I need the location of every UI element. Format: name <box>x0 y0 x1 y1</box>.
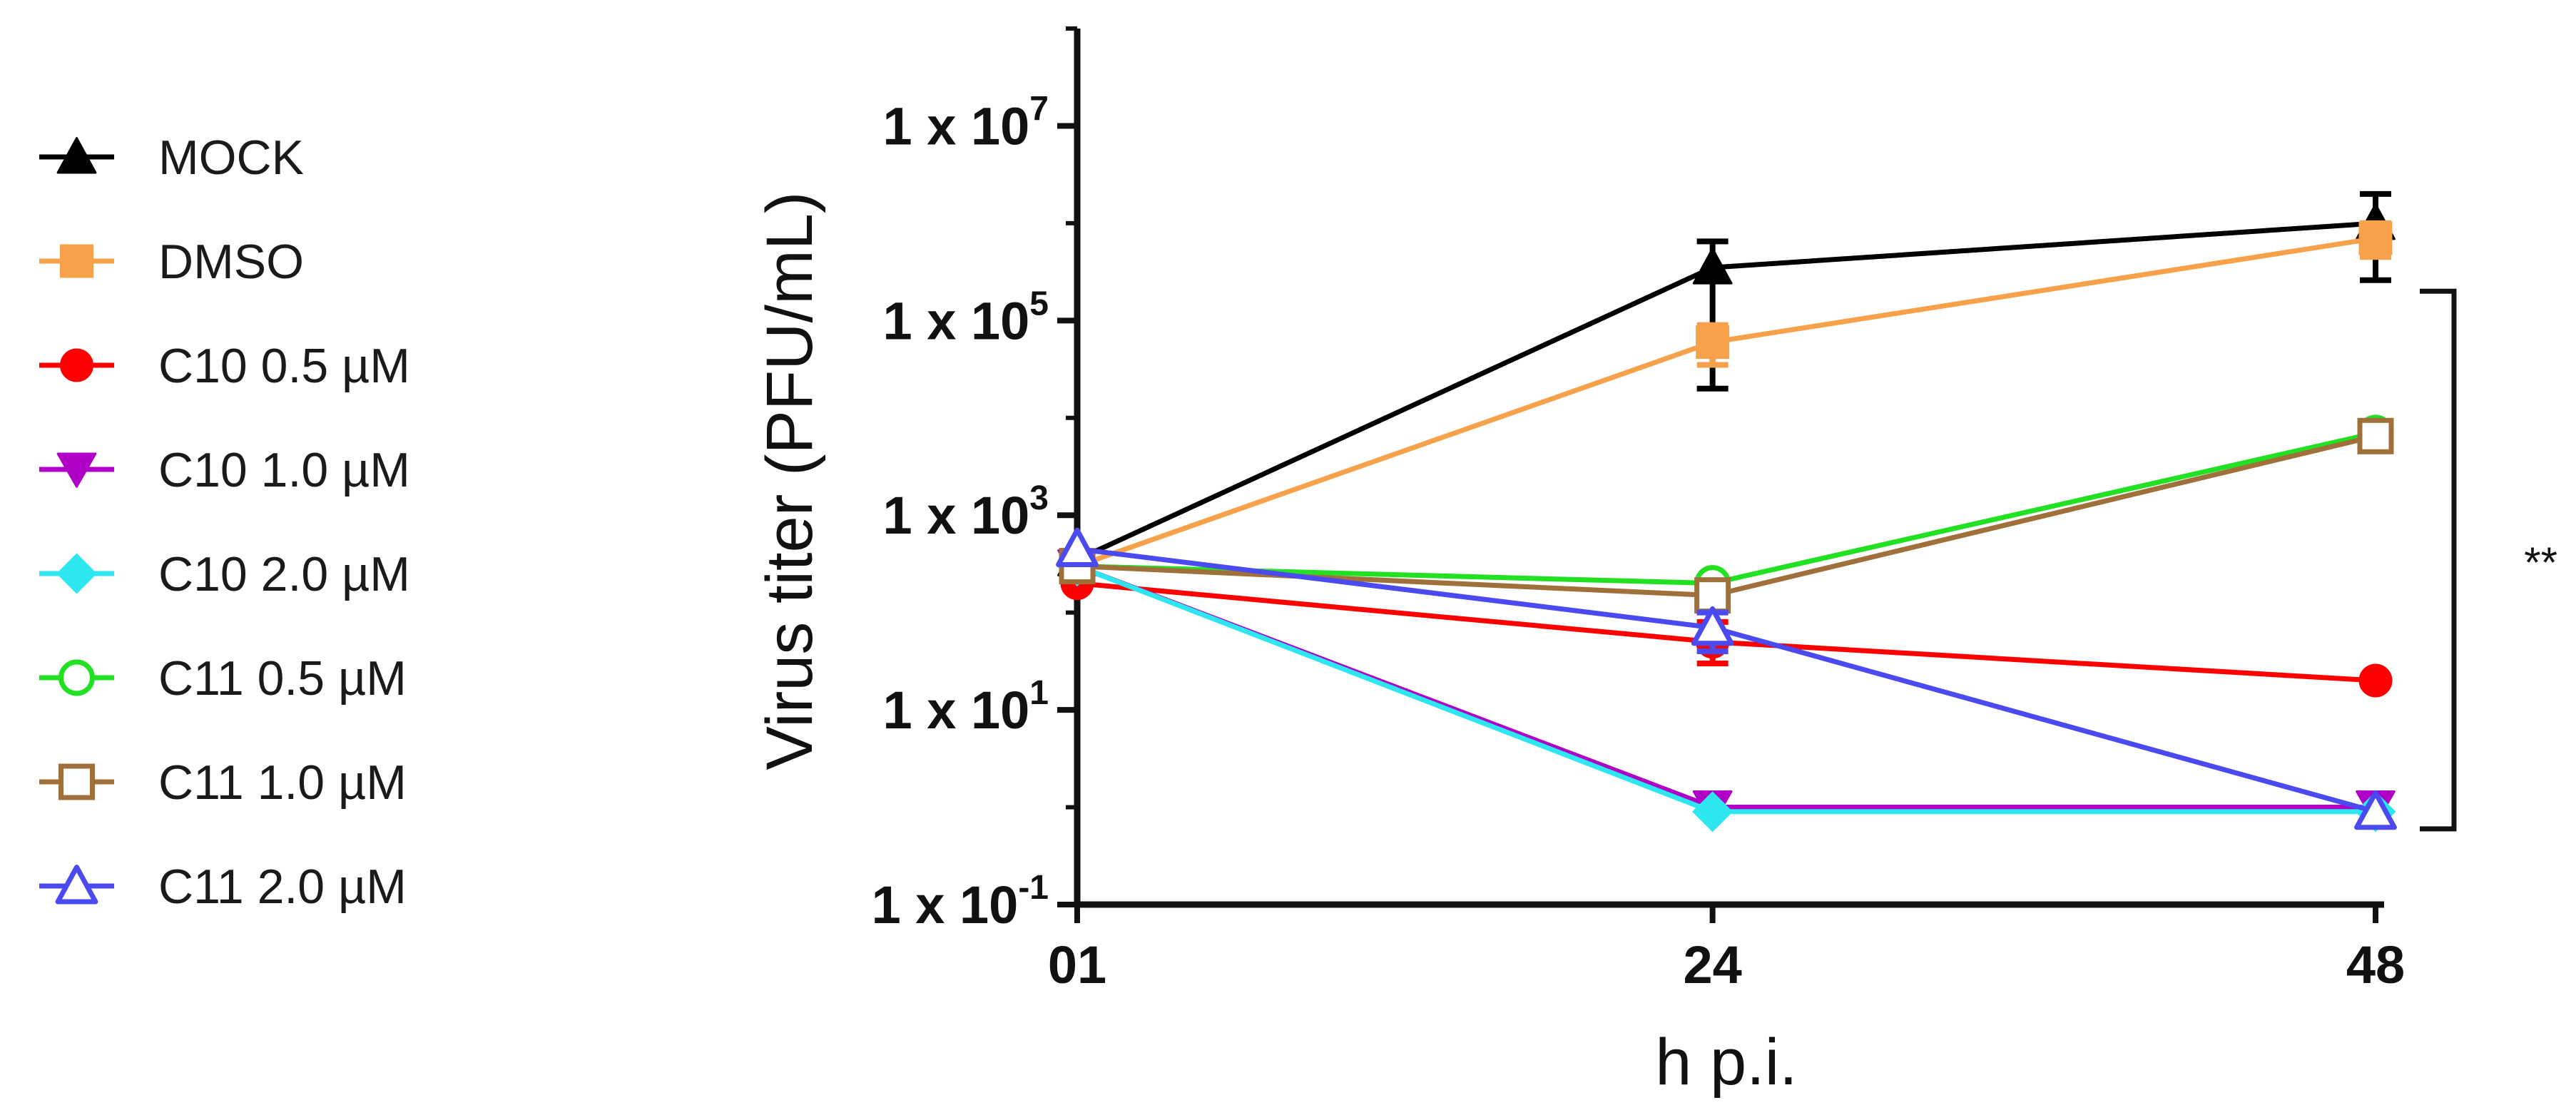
legend-label: C10 0.5 µM <box>158 339 410 393</box>
x-axis-title: h p.i. <box>1655 1026 1797 1099</box>
y-tick-base: 1 x 10 <box>883 291 1030 350</box>
data-point <box>1056 527 1099 568</box>
y-tick-label: 1 x 10-1 <box>872 869 1049 935</box>
legend-label: C11 0.5 µM <box>158 651 407 706</box>
legend-marker <box>56 553 98 594</box>
legend-marker <box>55 865 98 905</box>
legend: MOCK DMSO C10 0.5 µM C10 1.0 µM C10 2.0 µM C1… <box>39 131 410 914</box>
y-tick-label: 1 x 107 <box>883 90 1049 156</box>
y-tick-base: 1 x 10 <box>883 681 1030 740</box>
legend-marker <box>56 137 97 174</box>
legend-marker <box>56 452 97 488</box>
data-point <box>1692 791 1734 833</box>
legend-entry: C10 2.0 µM <box>39 547 410 601</box>
legend-marker <box>60 244 93 278</box>
data-point <box>2358 663 2393 698</box>
y-tick-power: 1 <box>1029 674 1049 712</box>
significance-bracket <box>2420 288 2457 832</box>
legend-label: C11 2.0 µM <box>158 860 407 914</box>
legend-label: C10 1.0 µM <box>158 443 410 497</box>
x-tick-label: 01 <box>1048 935 1106 994</box>
legend-label: C11 1.0 µM <box>158 755 407 810</box>
y-tick-power: -1 <box>1018 869 1049 907</box>
legend-label: MOCK <box>158 131 304 185</box>
series-layer <box>1056 190 2397 833</box>
y-tick-power: 3 <box>1029 479 1049 517</box>
data-point <box>2354 790 2397 830</box>
data-point <box>1696 325 1730 360</box>
legend-entry: C11 2.0 µM <box>39 860 407 914</box>
x-tick-label: 48 <box>2346 935 2405 994</box>
data-point <box>2358 221 2393 255</box>
legend-entry: MOCK <box>39 131 304 185</box>
legend-marker <box>58 763 95 800</box>
legend-entry: C10 1.0 µM <box>39 443 410 497</box>
data-point <box>1692 248 1733 285</box>
legend-entry: C11 1.0 µM <box>39 755 407 810</box>
x-tick-label: 24 <box>1683 935 1741 994</box>
data-point <box>2357 417 2394 454</box>
legend-marker <box>58 659 95 696</box>
data-point <box>1694 577 1731 614</box>
legend-label: C10 2.0 µM <box>158 547 410 601</box>
legend-entry: C10 0.5 µM <box>39 339 410 393</box>
y-tick-base: 1 x 10 <box>872 875 1019 935</box>
legend-entry: DMSO <box>39 235 304 289</box>
annotation-layer: ** <box>2420 288 2557 832</box>
series-7 <box>1056 527 2397 830</box>
y-tick-base: 1 x 10 <box>883 486 1030 545</box>
y-tick-label: 1 x 105 <box>883 285 1049 350</box>
y-tick-label: 1 x 103 <box>883 479 1049 545</box>
y-axis-title: Virus titer (PFU/mL) <box>753 191 826 770</box>
legend-entry: C11 0.5 µM <box>39 651 407 706</box>
y-tick-label: 1 x 101 <box>883 674 1049 740</box>
y-tick-base: 1 x 10 <box>883 96 1030 156</box>
y-tick-power: 7 <box>1029 90 1049 128</box>
data-point <box>1691 606 1734 646</box>
legend-label: DMSO <box>158 235 304 289</box>
significance-label: ** <box>2524 539 2557 586</box>
y-tick-power: 5 <box>1029 285 1049 322</box>
legend-marker <box>60 348 93 382</box>
